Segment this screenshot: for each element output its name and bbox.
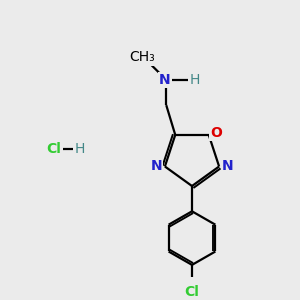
Text: CH₃: CH₃ (129, 50, 155, 64)
Text: H: H (190, 73, 200, 87)
Text: N: N (159, 73, 171, 87)
Text: Cl: Cl (184, 285, 200, 299)
Text: H: H (74, 142, 85, 156)
Text: Cl: Cl (46, 142, 62, 156)
Text: N: N (151, 160, 162, 173)
Text: O: O (210, 126, 222, 140)
Text: N: N (222, 160, 233, 173)
